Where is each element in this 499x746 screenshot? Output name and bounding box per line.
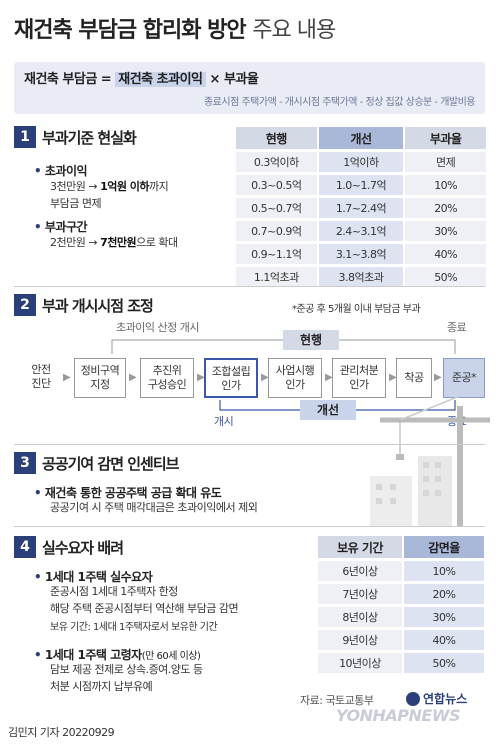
- flow-step: 관리처분 인가: [332, 358, 386, 398]
- table-header: 현행: [236, 127, 317, 149]
- table-header: 보유 기간: [318, 536, 402, 558]
- arrow-icon: ▶: [261, 372, 269, 383]
- bullet-text: 준공시점 1세대 1주택자 한정: [50, 585, 178, 598]
- arrow-icon: ▶: [129, 372, 137, 383]
- flow-step: 착공: [396, 358, 432, 398]
- flow-step: 정비구역 지정: [74, 358, 126, 398]
- table-header: 부과율: [405, 127, 486, 149]
- bullet-text: 공공기여 시 주택 매각대금은 초과이익에서 제외: [50, 501, 258, 514]
- table-row: 8년이상 30%: [318, 607, 484, 627]
- bullet-text: 3천만원 → 1억원 이하까지: [50, 180, 169, 193]
- table-row: 1.1억초과 3.8억초과 50%: [236, 267, 486, 287]
- section-2-header: 2 부과 개시시점 조정: [14, 294, 154, 316]
- reporter-credit: 김민지 기자 20220929: [8, 726, 115, 739]
- table-row: 10년이상 50%: [318, 653, 484, 673]
- bullet-text: 담보 제공 전제로 상속.증여.양도 등: [50, 663, 203, 676]
- flow-step: 준공*: [443, 358, 485, 398]
- bullet-title: 초과이익: [34, 162, 88, 179]
- table-row: 0.5~0.7억 1.7~2.4억 20%: [236, 198, 486, 218]
- bullet-title: 재건축 통한 공공주택 공급 확대 유도: [34, 484, 222, 501]
- formula-line: 재건축 부담금 = 재건축 초과이익 × 부과율: [24, 72, 259, 87]
- table-row: 0.7~0.9억 2.4~3.1억 30%: [236, 221, 486, 241]
- section-1-header: 1 부과기준 현실화: [14, 126, 137, 148]
- section-4-header: 4 실수요자 배려: [14, 536, 124, 558]
- flow-step: 추진위 구성승인: [140, 358, 194, 398]
- tax-rate-table: 현행 개선 부과율 0.3억이하 1억이하 면제 0.3~0.5억 1.0~1.7억 1…: [234, 124, 488, 290]
- section-title: 부과기준 현실화: [42, 128, 137, 147]
- section-title: 부과 개시시점 조정: [42, 296, 154, 315]
- divider: [14, 286, 485, 287]
- bullet-title: 1세대 1주택 고령자(만 60세 이상): [34, 646, 201, 663]
- source-credit: 자료: 국토교통부: [300, 694, 374, 707]
- timeline-start-label: 초과이익 산정 개시: [116, 321, 199, 334]
- table-row: 9년이상 40%: [318, 630, 484, 650]
- arrow-icon: ▶: [63, 372, 71, 383]
- bullet-text: 해당 주택 준공시점부터 역산해 부담금 감면: [50, 602, 239, 615]
- arrow-icon: ▶: [389, 372, 397, 383]
- bullet-title: 1세대 1주택 실수요자: [34, 568, 153, 585]
- divider: [14, 444, 485, 445]
- table-row: 6년이상 10%: [318, 561, 484, 581]
- arrow-icon: ▶: [434, 372, 442, 383]
- bullet-text: 처분 시점까지 납부유예: [50, 680, 153, 693]
- table-header: 개선: [318, 127, 404, 149]
- formula-box: 재건축 부담금 = 재건축 초과이익 × 부과율 종료시점 주택가액 - 개시시…: [14, 62, 485, 114]
- table-row: 0.3~0.5억 1.0~1.7억 10%: [236, 175, 486, 195]
- section-title: 공공기여 감면 인센티브: [42, 454, 179, 473]
- reduction-table: 보유 기간 감면율 6년이상 10% 7년이상 20% 8년이상 30% 9년이상 40…: [316, 533, 486, 676]
- flow-step: 사업시행 인가: [268, 358, 322, 398]
- logo: 연합뉴스: [406, 690, 467, 707]
- section-number: 4: [14, 536, 36, 558]
- timeline-end-label: 종료: [447, 321, 467, 334]
- section-number: 3: [14, 452, 36, 474]
- section-note: *준공 후 5개월 이내 부담금 부과: [292, 304, 421, 315]
- table-row: 0.9~1.1억 3.1~3.8억 40%: [236, 244, 486, 264]
- logo-icon: [406, 691, 420, 706]
- arrow-icon: ▶: [197, 372, 205, 383]
- crane-building-illustration: [370, 396, 490, 526]
- arrow-icon: ▶: [325, 372, 333, 383]
- improve-label: 개선: [300, 400, 356, 420]
- section-number: 1: [14, 126, 36, 148]
- bullet-text: 보유 기간: 1세대 1주택자로서 보유한 기간: [50, 622, 218, 633]
- section-number: 2: [14, 294, 36, 316]
- divider: [14, 526, 485, 527]
- flow-step: 조합설립 인가: [204, 358, 258, 398]
- current-label: 현행: [283, 330, 339, 350]
- bullet-text: 부담금 면제: [50, 197, 102, 210]
- section-3-header: 3 공공기여 감면 인센티브: [14, 452, 179, 474]
- timeline-start-label: 개시: [214, 415, 234, 428]
- table-header: 감면율: [404, 536, 484, 558]
- section-title: 실수요자 배려: [42, 538, 124, 557]
- bullet-text: 2천만원 → 7천만원으로 확대: [50, 236, 178, 249]
- bullet-title: 부과구간: [34, 218, 88, 235]
- flow-step: 안전 진단: [31, 363, 51, 390]
- page-title: 재건축 부담금 합리화 방안 주요 내용: [14, 18, 336, 43]
- table-row: 0.3억이하 1억이하 면제: [236, 152, 486, 172]
- watermark: YONHAPNEWS: [336, 706, 461, 725]
- formula-subtext: 종료시점 주택가액 - 개시시점 주택가액 - 정상 집값 상승분 - 개발비용: [203, 97, 476, 108]
- table-row: 7년이상 20%: [318, 584, 484, 604]
